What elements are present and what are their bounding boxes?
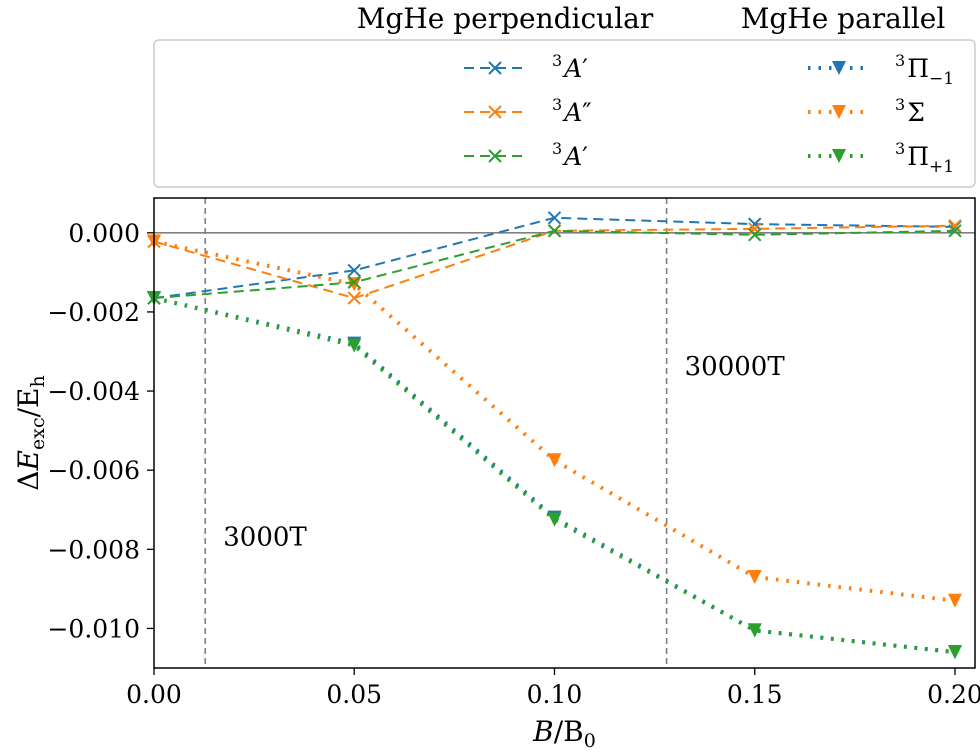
legend-entry-3: 3Π−1 xyxy=(808,51,954,89)
legend-marker xyxy=(488,105,502,119)
series-0 xyxy=(147,211,962,305)
x-marker-stroke xyxy=(748,228,762,242)
series-3 xyxy=(147,291,962,660)
x-marker-stroke xyxy=(948,224,962,238)
data-point xyxy=(948,218,962,233)
data-point xyxy=(347,277,362,292)
series-line xyxy=(153,296,956,655)
legend-entry-4: 3Σ xyxy=(808,95,925,127)
data-point xyxy=(347,263,361,278)
x-marker-stroke xyxy=(347,275,361,289)
data-point xyxy=(748,228,762,242)
legend-entry-5: 3Π+1 xyxy=(808,139,954,177)
plot-area: 3000T 30000T 0.00 0.05 0.10 0.15 0.20 0.000 −0… xyxy=(47,197,980,709)
y-axis-label-text: ΔEexc/Eh xyxy=(12,375,49,490)
x-tick-label: 0.10 xyxy=(527,680,583,709)
x-tick-label: 0.00 xyxy=(126,680,182,709)
legend-title-parallel: MgHe parallel xyxy=(741,2,946,35)
series-5 xyxy=(147,291,962,660)
legend-label: 3Π−1 xyxy=(895,51,954,89)
data-point xyxy=(747,623,762,638)
field-marker-label-0: 3000T xyxy=(223,522,307,552)
data-point xyxy=(347,291,361,305)
series-line xyxy=(153,239,956,603)
y-tick-label: −0.006 xyxy=(47,456,140,485)
axes-frame xyxy=(153,197,976,669)
x-marker-stroke xyxy=(547,224,562,238)
series-2 xyxy=(147,224,962,305)
series-line xyxy=(153,224,955,300)
data-point xyxy=(948,224,962,238)
field-marker-label-1: 30000T xyxy=(685,352,786,382)
legend-title-perpendicular: MgHe perpendicular xyxy=(357,2,654,35)
legend-marker xyxy=(832,105,846,119)
legend-label: 3A′ xyxy=(552,139,588,171)
legend-entry-1: 3A″ xyxy=(464,95,592,127)
y-tick-label: −0.004 xyxy=(47,377,140,406)
data-point xyxy=(547,211,562,225)
data-point xyxy=(748,222,762,236)
x-axis-label-text: B/B0 xyxy=(532,715,596,752)
x-tick-label: 0.15 xyxy=(727,680,783,709)
data-point xyxy=(347,275,361,289)
legend-marker xyxy=(488,61,502,75)
y-axis-label: ΔEexc/Eh xyxy=(12,375,49,490)
legend-marker xyxy=(488,149,502,163)
x-axis-label: B/B0 xyxy=(532,715,596,752)
legend-label: 3A″ xyxy=(552,95,592,127)
x-marker-stroke xyxy=(347,263,361,278)
x-marker-stroke xyxy=(488,61,502,75)
legend-label: 3Σ xyxy=(895,95,925,127)
x-marker-stroke xyxy=(547,211,562,225)
legend-label: 3A′ xyxy=(552,51,588,83)
y-tick-label: 0.000 xyxy=(68,219,140,248)
legend-entry-2: 3A′ xyxy=(464,139,588,171)
data-point xyxy=(547,453,562,468)
data-point xyxy=(947,593,962,608)
legend-entry-0: 3A′ xyxy=(464,51,588,83)
y-tick-label: −0.008 xyxy=(47,535,140,564)
data-point xyxy=(547,224,562,238)
x-tick-label: 0.05 xyxy=(326,680,382,709)
legend-box xyxy=(153,39,976,188)
series-line xyxy=(153,296,956,655)
x-marker-stroke xyxy=(347,291,361,305)
legend-marker xyxy=(832,149,846,163)
legend: MgHe perpendicular MgHe parallel 3A′ 3A″ 3… xyxy=(153,2,976,188)
legend-marker xyxy=(832,61,846,75)
x-tick-label: 0.20 xyxy=(927,680,980,709)
legend-label: 3Π+1 xyxy=(895,139,954,177)
data-point xyxy=(747,570,762,585)
x-marker-stroke xyxy=(488,105,502,119)
data-point xyxy=(947,645,962,660)
data-point xyxy=(547,512,562,527)
x-marker-stroke xyxy=(748,222,762,236)
series-line xyxy=(153,229,955,300)
data-point xyxy=(347,338,362,353)
x-marker-stroke xyxy=(948,218,962,233)
x-marker-stroke xyxy=(488,149,502,163)
y-tick-label: −0.010 xyxy=(47,614,140,643)
y-tick-label: −0.002 xyxy=(47,298,140,327)
